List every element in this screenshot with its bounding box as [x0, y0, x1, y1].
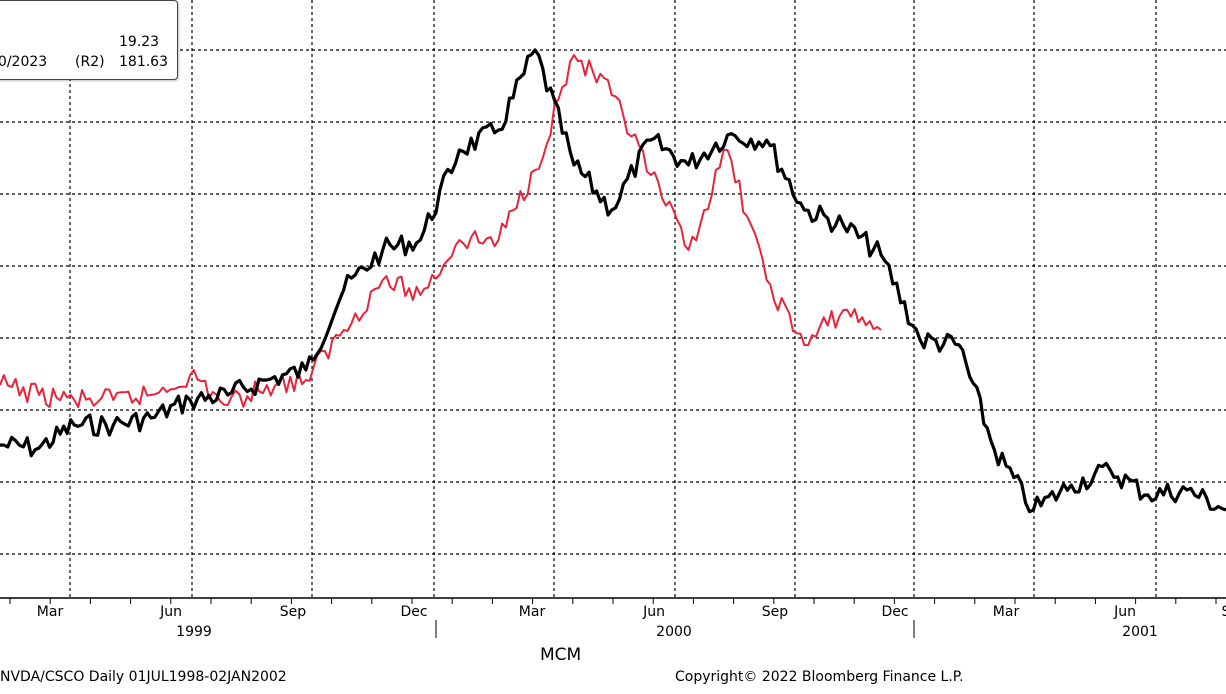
legend-box: 19.23 30/2023 (R2) 181.63 [0, 0, 178, 80]
series-line-black [0, 48, 1226, 514]
x-year-label: 1999 [176, 624, 212, 640]
x-tick-label: Jun [159, 604, 182, 620]
legend-r2-label: (R2) [75, 54, 105, 70]
grid [0, 0, 1226, 598]
x-tick-label: Mar [519, 604, 546, 620]
series-layer [0, 48, 1226, 514]
x-year-label: 2001 [1122, 624, 1158, 640]
x-tick-label: Sep [280, 604, 307, 620]
series-line-red [0, 54, 882, 409]
x-tick-label: Dec [400, 604, 427, 620]
x-tick-label: Mar [37, 604, 64, 620]
legend-value-2: 181.63 [119, 54, 168, 70]
x-year-label: 2000 [656, 624, 692, 640]
x-tick-label: Jun [1113, 604, 1136, 620]
x-tick-label: Sep [762, 604, 789, 620]
x-axis: Mar Jun Sep Dec Mar Jun Sep Dec Mar Jun S 1999 2000 2… [0, 597, 1226, 640]
footer-copyright: Copyright© 2022 Bloomberg Finance L.P. [675, 669, 964, 685]
legend-date: 30/2023 [0, 54, 48, 70]
x-tick-label: S [1222, 604, 1226, 620]
x-tick-label: Dec [881, 604, 908, 620]
footer-ticker-info: NVDA/CSCO Daily 01JUL1998-02JAN2002 [0, 669, 287, 685]
legend-value-1: 19.23 [119, 34, 160, 50]
x-tick-label: Mar [993, 604, 1020, 620]
chart-title: MCM [540, 645, 582, 665]
x-tick-label: Jun [642, 604, 665, 620]
